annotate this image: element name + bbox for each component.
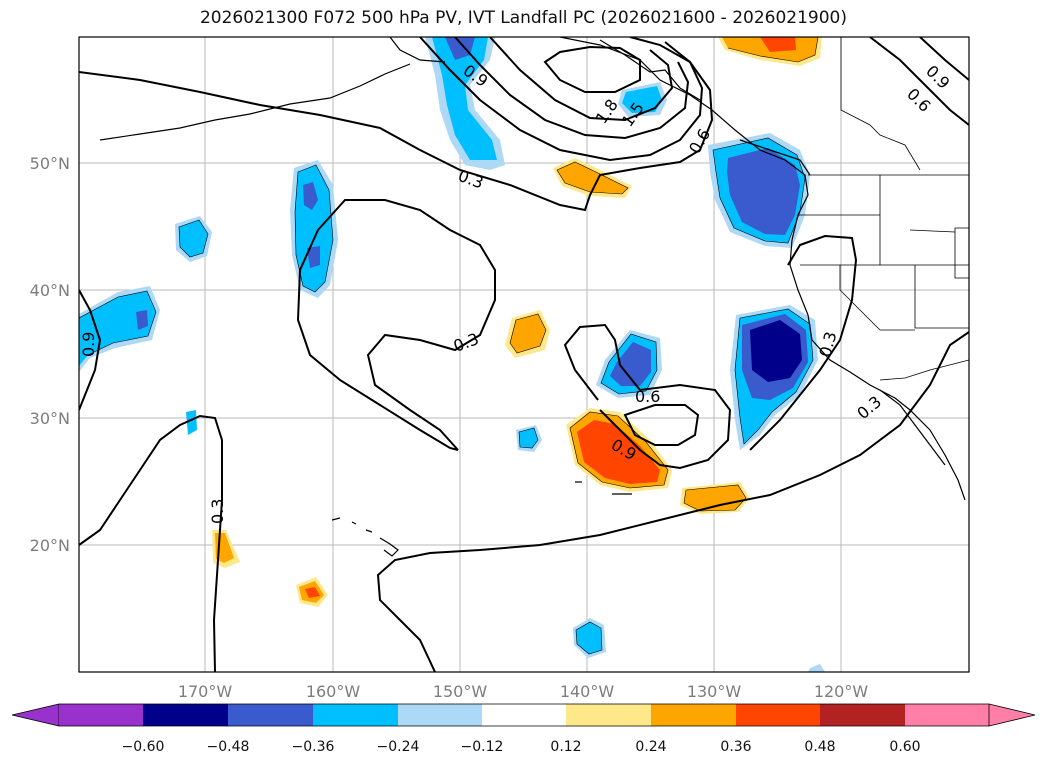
colorbar-tick-label: 0.48 [804, 739, 835, 755]
colorbar-ticks: −0.60 −0.48 −0.36 −0.24 −0.12 0.12 0.24 … [122, 739, 921, 755]
colorbar-tick-label: 0.60 [889, 739, 920, 755]
colorbar-segment [59, 704, 144, 726]
lon-label: 170°W [178, 682, 233, 701]
coastlines [99, 37, 966, 557]
colorbar-segment [228, 704, 314, 726]
colorbar: −0.60 −0.48 −0.36 −0.24 −0.12 0.12 0.24 … [11, 703, 1036, 755]
political-borders [798, 37, 969, 381]
map-frame [78, 36, 970, 673]
contour-label: 0.3 [208, 499, 227, 524]
pv-contours [79, 37, 969, 672]
lon-label: 130°W [687, 682, 742, 701]
colorbar-tick-label: −0.48 [207, 739, 250, 755]
colorbar-tick-label: 0.12 [550, 739, 581, 755]
lat-label: 20°N [30, 536, 70, 555]
lon-label: 140°W [560, 682, 615, 701]
lat-label: 40°N [30, 281, 70, 300]
colorbar-tick-label: −0.12 [461, 739, 504, 755]
map-title: 2026021300 F072 500 hPa PV, IVT Landfall… [199, 8, 847, 28]
contour-label: 0.9 [79, 332, 98, 357]
colorbar-segment [820, 704, 906, 726]
colorbar-segment [313, 704, 399, 726]
colorbar-tick-label: 0.24 [635, 739, 666, 755]
colorbar-tick-label: 0.36 [720, 739, 751, 755]
colorbar-lower-extend [11, 703, 60, 727]
colorbar-segment [482, 704, 567, 726]
contour-label: 0.6 [635, 387, 660, 406]
ivt-positive-fill [212, 37, 822, 607]
colorbar-segment [736, 704, 821, 726]
lat-label: 30°N [30, 409, 70, 428]
lon-label: 120°W [814, 682, 869, 701]
colorbar-segment [143, 704, 229, 726]
colorbar-upper-extend [988, 703, 1036, 727]
colorbar-segment [566, 704, 652, 726]
colorbar-tick-label: −0.24 [377, 739, 420, 755]
lat-label: 50°N [30, 154, 70, 173]
longitude-labels: 170°W 160°W 150°W 140°W 130°W 120°W [178, 682, 869, 701]
lon-label: 150°W [433, 682, 488, 701]
colorbar-segment [398, 704, 483, 726]
colorbar-segment [651, 704, 737, 726]
gridlines [79, 37, 969, 672]
latitude-labels: 50°N 40°N 30°N 20°N [30, 154, 70, 555]
colorbar-segment [905, 704, 989, 726]
colorbar-tick-label: −0.36 [292, 739, 335, 755]
colorbar-tick-label: −0.60 [122, 739, 165, 755]
lon-label: 160°W [306, 682, 361, 701]
